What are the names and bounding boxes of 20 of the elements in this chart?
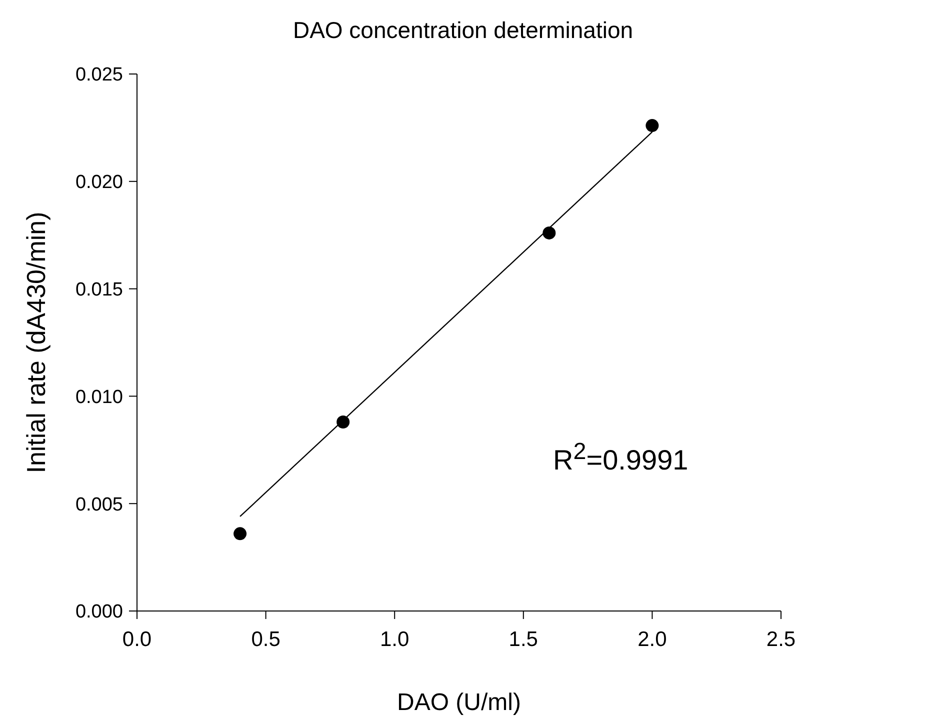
y-tick-label: 0.010 — [75, 386, 123, 408]
chart-title: DAO concentration determination — [292, 16, 634, 45]
point — [542, 226, 556, 240]
point — [234, 527, 247, 540]
y-axis-title: Initial rate (dA430/min) — [21, 212, 51, 474]
x-tick-label: 1.5 — [508, 628, 538, 651]
y-tick-label: 0.005 — [75, 494, 123, 516]
y-tick-label: 0.020 — [75, 172, 123, 194]
y-tick-label: 0.015 — [75, 280, 123, 301]
x-tick-label: 2.5 — [766, 628, 796, 651]
x-tick-label: 0.0 — [122, 628, 152, 651]
y-tick-label: 0.025 — [75, 64, 123, 86]
x-tick-label: 1.0 — [380, 628, 410, 651]
y-tick-label: 0.000 — [75, 602, 123, 623]
annotation: R$^{2}$=0.9991 — [553, 438, 688, 476]
x-tick-label: 0.5 — [251, 628, 280, 651]
point — [646, 119, 659, 132]
x-tick-label: 2.0 — [638, 628, 667, 651]
x-axis-title: DAO (U/ml) — [397, 689, 521, 716]
point — [336, 415, 350, 428]
